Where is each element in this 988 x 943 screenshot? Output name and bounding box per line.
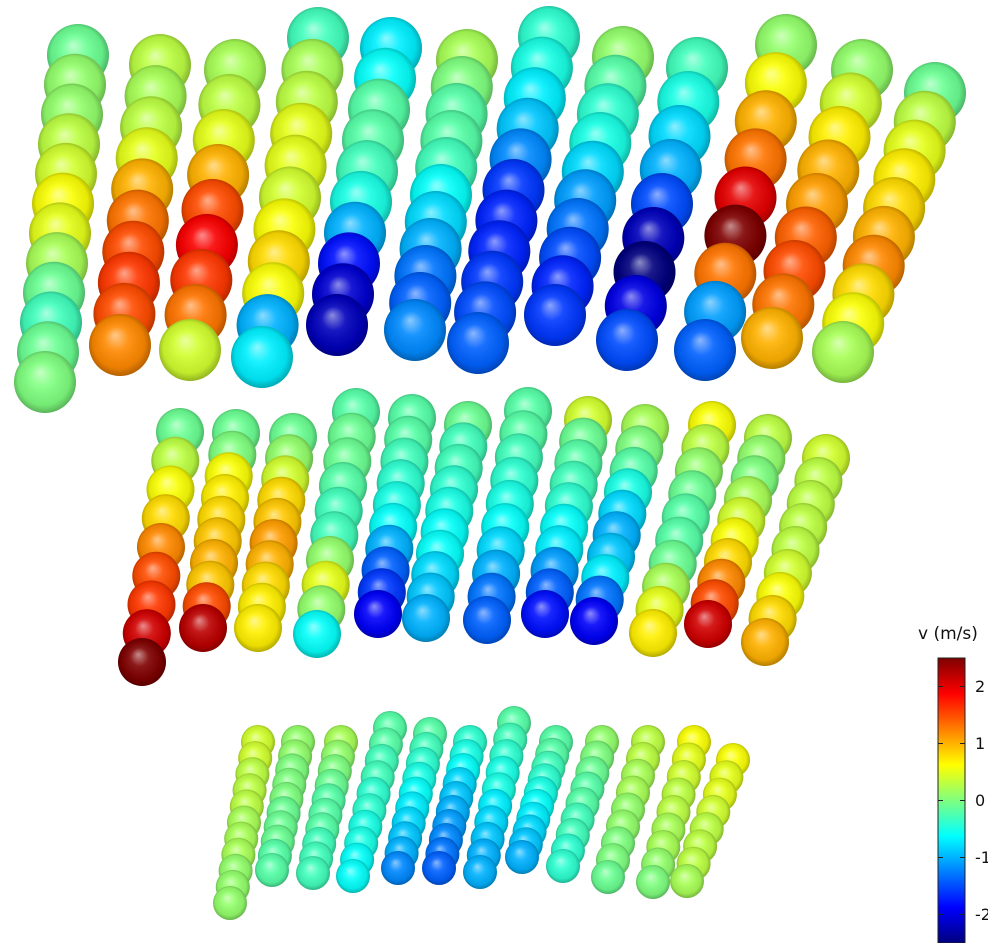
sphere-column xyxy=(524,26,654,346)
sphere-shading xyxy=(336,859,370,893)
sphere-column xyxy=(384,29,498,361)
colorbar-title: v (m/s) xyxy=(918,624,978,644)
sphere-shading xyxy=(674,319,736,381)
sphere-shading xyxy=(570,597,618,645)
sphere-column xyxy=(570,404,669,645)
sphere-shading xyxy=(670,864,704,898)
sphere-column xyxy=(354,394,436,638)
sphere-column xyxy=(463,706,531,889)
sphere-shading xyxy=(636,865,670,899)
sphere-shading xyxy=(354,590,402,638)
sphere-column xyxy=(179,409,260,652)
sphere-shading xyxy=(255,853,289,887)
sphere-shading xyxy=(463,855,497,889)
colorbar-tick-label: 1 xyxy=(975,733,986,753)
sphere-column xyxy=(402,401,492,642)
sphere-shading xyxy=(293,610,341,658)
sphere-shading xyxy=(546,849,580,883)
sphere-column xyxy=(741,434,850,666)
sphere-column xyxy=(255,725,315,887)
sphere-shading xyxy=(14,351,76,413)
colorbar xyxy=(937,657,966,943)
sphere-shading xyxy=(234,604,282,652)
sphere-column xyxy=(521,396,612,638)
sphere-shading xyxy=(505,840,539,874)
sphere-column xyxy=(306,17,422,356)
sphere-column xyxy=(89,34,191,376)
sphere-shading xyxy=(231,326,293,388)
sphere-column xyxy=(234,413,317,652)
sphere-shading xyxy=(381,851,415,885)
sphere-shading xyxy=(812,321,874,383)
sphere-column xyxy=(596,37,728,371)
sphere-shading xyxy=(89,314,151,376)
sphere-column xyxy=(381,717,447,885)
sphere-shading xyxy=(741,307,803,369)
sphere-shading xyxy=(596,309,658,371)
sphere-column xyxy=(213,725,275,920)
colorbar-tick-label: 2 xyxy=(975,676,986,696)
sphere-shading xyxy=(591,860,625,894)
sphere-column xyxy=(546,725,619,883)
sphere-column xyxy=(812,62,966,383)
sphere-shading xyxy=(306,294,368,356)
sphere-column xyxy=(447,6,580,374)
sphere-column xyxy=(118,408,204,686)
sphere-column xyxy=(674,14,817,381)
sphere-shading xyxy=(213,886,247,920)
sphere-column xyxy=(741,39,893,369)
sphere-column xyxy=(231,7,349,388)
sphere-groups xyxy=(14,6,966,920)
sphere-shading xyxy=(447,312,509,374)
sphere-group-upper xyxy=(14,6,966,413)
sphere-shading xyxy=(296,856,330,890)
sphere-column xyxy=(463,387,552,644)
sphere-shading xyxy=(629,609,677,657)
sphere-shading xyxy=(179,604,227,652)
sphere-column xyxy=(670,743,750,898)
colorbar-tick-label: -1 xyxy=(975,847,988,867)
sphere-column xyxy=(293,388,380,658)
sphere-column xyxy=(591,725,665,894)
sphere-shading xyxy=(463,596,511,644)
sphere-shading xyxy=(524,284,586,346)
sphere-column xyxy=(422,725,487,885)
sphere-group-lower xyxy=(213,706,750,920)
sphere-shading xyxy=(684,600,732,648)
colorbar-tick-label: 0 xyxy=(975,790,986,810)
sphere-column xyxy=(684,414,792,648)
sphere-shading xyxy=(402,594,450,642)
sphere-column xyxy=(336,711,407,893)
colorbar-tick-label: -2 xyxy=(975,904,988,924)
sphere-shading xyxy=(384,299,446,361)
sphere-shading xyxy=(521,590,569,638)
sphere-group-middle xyxy=(118,387,850,686)
sphere-shading xyxy=(741,618,789,666)
sphere-shading xyxy=(422,851,456,885)
sphere-column xyxy=(159,39,266,381)
colorbar-tick-marks xyxy=(938,686,965,915)
sphere-shading xyxy=(118,638,166,686)
sphere-column xyxy=(14,24,109,413)
sphere-column xyxy=(296,725,358,890)
sphere-shading xyxy=(159,319,221,381)
sphere-column xyxy=(636,725,711,899)
sphere-column xyxy=(629,401,736,657)
sphere-column xyxy=(505,725,573,874)
